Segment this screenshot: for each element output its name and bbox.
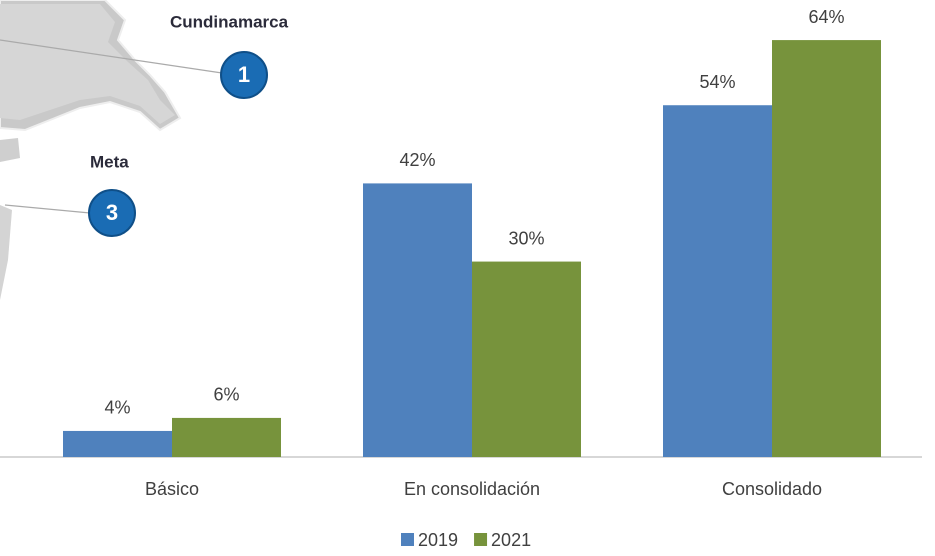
map-background bbox=[0, 0, 268, 300]
x-tick-label: En consolidación bbox=[404, 479, 540, 499]
data-label: 54% bbox=[699, 72, 735, 92]
data-label: 42% bbox=[399, 150, 435, 170]
bar bbox=[663, 105, 772, 457]
x-tick-label: Consolidado bbox=[722, 479, 822, 499]
data-label: 30% bbox=[508, 228, 544, 248]
legend-swatch bbox=[401, 533, 414, 546]
bar bbox=[172, 417, 281, 457]
x-tick-label: Básico bbox=[145, 479, 199, 499]
data-label: 4% bbox=[104, 398, 130, 418]
data-label: 64% bbox=[808, 7, 844, 27]
annotation-number: 1 bbox=[238, 62, 250, 87]
annotation-text: Cundinamarca bbox=[170, 12, 289, 31]
data-label: 6% bbox=[213, 385, 239, 405]
bar bbox=[472, 261, 581, 457]
bar bbox=[772, 40, 881, 457]
legend-label: 2019 bbox=[418, 530, 458, 550]
annotation-number: 3 bbox=[106, 200, 118, 225]
legend-swatch bbox=[474, 533, 488, 546]
bar bbox=[63, 430, 172, 457]
legend-label: 2021 bbox=[491, 530, 531, 550]
annotation-text: Meta bbox=[90, 152, 129, 171]
bar bbox=[363, 183, 472, 457]
